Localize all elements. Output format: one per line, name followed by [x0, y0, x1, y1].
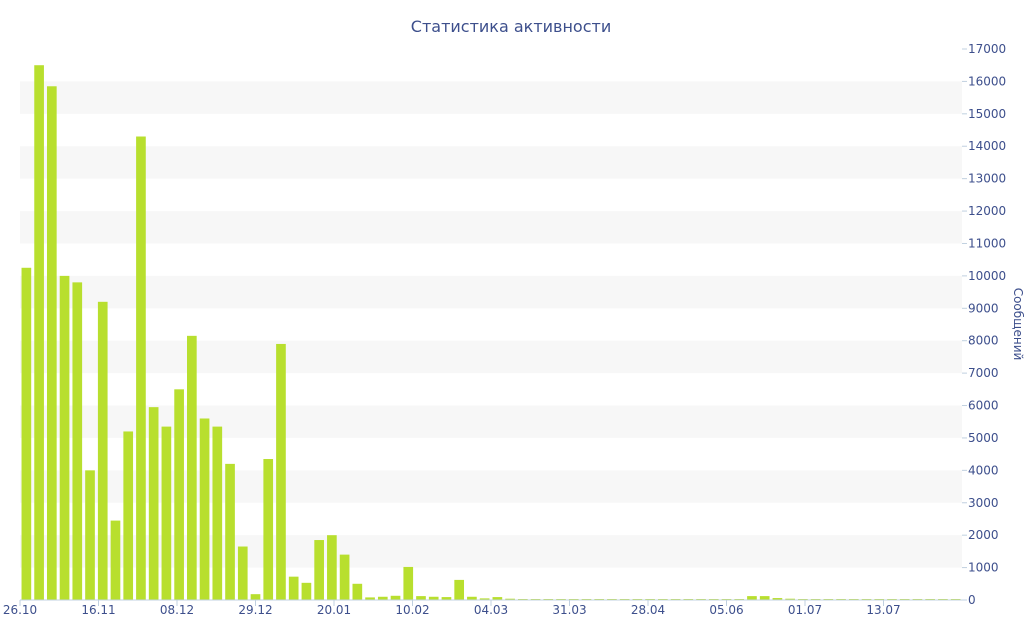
x-tick-label: 08.12	[160, 603, 194, 617]
bar	[339, 554, 350, 600]
bar	[352, 583, 363, 600]
x-tick-label: 28.04	[631, 603, 665, 617]
y-tick-label: 4000	[968, 463, 999, 477]
bar	[276, 343, 286, 600]
bar	[21, 267, 32, 600]
y-tick-label: 17000	[968, 42, 1006, 56]
grid-band	[20, 275, 962, 309]
bar	[759, 596, 770, 600]
y-tick-label: 1000	[968, 561, 999, 575]
bar	[237, 546, 248, 600]
bar	[110, 520, 121, 600]
y-tick-label: 7000	[968, 366, 999, 380]
grid-band	[20, 81, 962, 114]
grid-bands	[20, 81, 962, 568]
bar	[390, 595, 401, 600]
grid-band	[20, 535, 962, 568]
bar	[212, 426, 223, 600]
bar	[454, 579, 465, 600]
y-tick-label: 16000	[968, 74, 1006, 88]
bar	[187, 335, 197, 600]
y-tick-label: 2000	[968, 528, 999, 542]
grid-band	[20, 340, 962, 374]
bar	[97, 301, 108, 600]
y-tick-label: 8000	[968, 334, 999, 348]
bar	[225, 463, 235, 600]
bars-group	[21, 65, 961, 600]
bar	[327, 535, 337, 600]
x-tick-label: 29.12	[238, 603, 272, 617]
bar	[301, 582, 312, 600]
bar	[492, 597, 503, 600]
bar	[505, 598, 515, 600]
y-tick-label: 3000	[968, 496, 999, 510]
bar	[479, 598, 490, 600]
y-tick-label: 14000	[968, 139, 1006, 153]
bar	[785, 598, 795, 600]
y-ticks: 0 1000 2000 3000 4000 5000 6000 7000 8000 9000 100…	[962, 42, 1006, 607]
x-tick-label: 31.03	[552, 603, 586, 617]
x-tick-label: 20.01	[317, 603, 351, 617]
y-tick-label: 11000	[968, 236, 1006, 250]
bar	[59, 275, 70, 600]
bar	[314, 540, 324, 600]
grid-band	[20, 211, 962, 244]
x-tick-label: 26.10	[3, 603, 37, 617]
bar	[250, 594, 261, 600]
bar	[441, 597, 452, 600]
y-tick-label: 15000	[968, 107, 1006, 121]
x-tick-label: 16.11	[81, 603, 115, 617]
bar	[377, 596, 388, 600]
y-axis-label: Сообщений	[1011, 288, 1024, 361]
bar	[161, 426, 172, 600]
bar	[288, 576, 299, 600]
bar	[365, 597, 375, 600]
x-tick-label: 05.06	[709, 603, 743, 617]
grid-band	[20, 470, 962, 503]
bar	[403, 566, 414, 600]
x-tick-label: 10.02	[395, 603, 429, 617]
grid-band	[20, 146, 962, 179]
bar	[772, 598, 783, 600]
bar	[199, 418, 210, 600]
x-ticks: 26.10 16.11 08.12 29.12 20.01 10.02 04.03 31.03…	[3, 600, 901, 617]
bar	[34, 65, 44, 600]
y-tick-label: 13000	[968, 172, 1006, 186]
bar	[174, 389, 184, 600]
grid-band	[20, 405, 962, 438]
x-tick-label: 13.07	[866, 603, 900, 617]
bar	[416, 596, 426, 600]
y-tick-label: 10000	[968, 269, 1006, 283]
bar	[467, 596, 477, 600]
bar	[136, 136, 146, 600]
x-tick-label: 01.07	[788, 603, 822, 617]
y-tick-label: 12000	[968, 204, 1006, 218]
chart-title: Статистика активности	[411, 17, 611, 36]
y-tick-label: 9000	[968, 301, 999, 315]
bar	[263, 459, 274, 600]
bar	[72, 282, 83, 600]
x-tick-label: 04.03	[474, 603, 508, 617]
y-tick-label: 5000	[968, 431, 999, 445]
bar	[428, 596, 439, 600]
y-tick-label: 6000	[968, 399, 999, 413]
bar	[85, 470, 95, 600]
bar	[46, 86, 57, 600]
y-tick-label: 0	[968, 593, 976, 607]
bar	[747, 596, 757, 600]
bar	[148, 407, 159, 600]
bar	[123, 431, 134, 600]
